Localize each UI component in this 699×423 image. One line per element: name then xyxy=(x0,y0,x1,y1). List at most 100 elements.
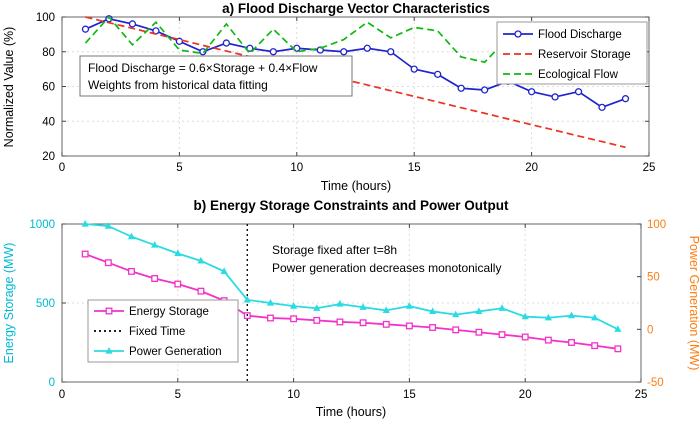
triangle-marker xyxy=(313,304,321,311)
y-tick-label: 100 xyxy=(36,12,55,24)
legend-label-energy-storage: Energy Storage xyxy=(129,306,209,318)
circle-marker xyxy=(574,88,583,96)
legend-sample-marker xyxy=(105,307,113,315)
triangle-marker xyxy=(220,267,228,274)
circle-marker xyxy=(269,48,277,56)
triangle-marker xyxy=(544,313,552,321)
x-tick-label: 5 xyxy=(175,389,181,401)
circle-marker xyxy=(128,20,137,28)
triangle-marker xyxy=(382,306,390,313)
square-marker xyxy=(568,339,575,346)
circle-marker xyxy=(81,25,90,33)
x-tick-label: 0 xyxy=(59,162,65,174)
square-marker xyxy=(81,250,89,258)
square-marker xyxy=(452,326,460,334)
series-line-ecological-flow xyxy=(84,15,626,64)
square-marker xyxy=(266,314,274,322)
circle-marker xyxy=(551,93,559,101)
square-marker xyxy=(197,287,205,295)
square-marker xyxy=(336,318,344,326)
triangle-marker xyxy=(614,325,622,332)
circle-marker xyxy=(410,65,418,73)
right-y-tick-label: 0 xyxy=(647,324,653,336)
circle-marker xyxy=(621,95,630,103)
triangle-marker xyxy=(81,220,89,227)
triangle-marker xyxy=(591,313,599,321)
triangle-marker xyxy=(475,307,483,315)
triangle-marker xyxy=(498,304,506,311)
panel-b-chart: 0 5 10 15 20 25 0 500 1000 -50 0 50 100 b) Energy St… xyxy=(2,198,699,419)
panel-a-xlabel: Time (hours) xyxy=(321,179,391,193)
y-tick-label: 40 xyxy=(42,116,55,128)
circle-marker xyxy=(363,44,371,52)
panel-a-title: a) Flood Discharge Vector Characteristic… xyxy=(222,1,490,16)
legend-label-fixed-time: Fixed Time xyxy=(129,326,185,338)
square-marker xyxy=(151,275,159,282)
x-tick-label: 0 xyxy=(59,389,65,401)
legend-label-reservoir-storage: Reservoir Storage xyxy=(538,49,631,61)
panel-a-annotation-line1: Flood Discharge = 0.6×Storage + 0.4×Flow xyxy=(88,61,318,75)
triangle-marker xyxy=(452,310,460,318)
legend-sample-marker xyxy=(514,30,522,38)
triangle-marker xyxy=(290,302,298,309)
x-tick-label: 15 xyxy=(403,389,416,401)
square-marker xyxy=(614,345,622,353)
series-line-reservoir-storage xyxy=(85,16,626,149)
square-marker xyxy=(405,322,413,330)
series-line-power-generation xyxy=(85,223,619,331)
square-marker xyxy=(429,324,437,331)
right-y-tick-label: 100 xyxy=(647,219,666,231)
triangle-marker xyxy=(174,249,182,257)
panel-a-ylabel: Normalized Value (%) xyxy=(2,27,16,148)
square-marker xyxy=(359,319,367,327)
x-tick-label: 25 xyxy=(643,162,656,174)
legend-label-flood-discharge: Flood Discharge xyxy=(538,29,622,41)
series-line-energy-storage xyxy=(84,253,618,350)
x-tick-label: 25 xyxy=(635,389,648,401)
left-y-tick-label: 1000 xyxy=(29,219,55,231)
circle-marker xyxy=(175,37,184,45)
panel-a-legend-samples xyxy=(503,30,533,75)
triangle-marker xyxy=(104,222,112,229)
left-y-tick-label: 500 xyxy=(36,298,55,310)
square-marker xyxy=(382,320,390,328)
triangle-marker xyxy=(197,256,205,264)
y-tick-label: 80 xyxy=(42,47,55,59)
panel-b-legend-samples xyxy=(94,307,124,354)
triangle-marker xyxy=(428,307,437,315)
panel-b-ticks: 0 5 10 15 20 25 0 500 1000 -50 0 50 100 xyxy=(29,219,666,401)
square-marker xyxy=(498,331,506,339)
triangle-marker xyxy=(266,299,275,306)
panel-b-series xyxy=(81,220,622,382)
x-tick-label: 10 xyxy=(290,162,303,174)
circle-marker xyxy=(457,84,465,92)
left-y-tick-label: 0 xyxy=(49,377,55,389)
triangle-marker xyxy=(243,295,251,303)
circle-marker xyxy=(246,44,254,52)
panel-b-ylabel-left: Energy Storage (MW) xyxy=(2,243,16,364)
y-tick-label: 20 xyxy=(42,151,55,163)
right-y-tick-label: 50 xyxy=(647,272,660,284)
panel-a-chart: 0 5 10 15 20 25 20 40 60 80 100 a) Flood Discharge… xyxy=(2,1,656,193)
square-marker xyxy=(591,342,599,350)
circle-marker xyxy=(480,86,489,94)
x-tick-label: 20 xyxy=(519,389,532,401)
square-marker xyxy=(104,259,112,267)
triangle-marker xyxy=(405,302,413,309)
triangle-marker xyxy=(336,300,344,307)
square-marker xyxy=(544,336,552,344)
square-marker xyxy=(128,267,135,275)
panel-a-annotation-box xyxy=(79,55,353,97)
x-tick-label: 15 xyxy=(408,162,421,174)
circle-marker xyxy=(222,39,231,47)
panel-a-series xyxy=(81,15,630,149)
x-tick-label: 20 xyxy=(525,162,538,174)
y-tick-label: 60 xyxy=(42,82,55,94)
panel-a-annotation-line2: Weights from historical data fitting xyxy=(88,78,268,92)
legend-label-ecological-flow: Ecological Flow xyxy=(538,69,619,81)
triangle-marker xyxy=(359,303,367,310)
panel-b-ylabel-right: Power Generation (MW) xyxy=(687,236,699,371)
series-line-flood-discharge xyxy=(85,17,626,109)
circle-marker xyxy=(387,48,395,56)
